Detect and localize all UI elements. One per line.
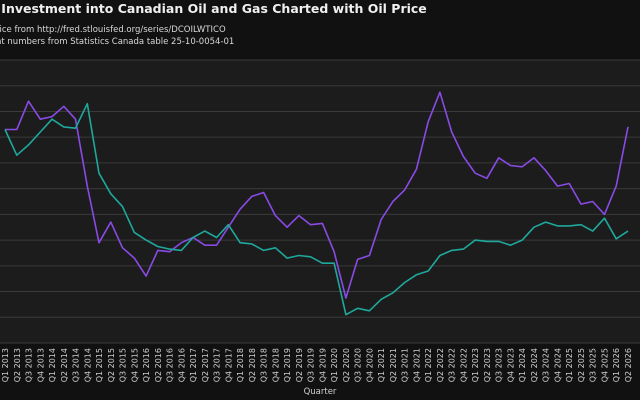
x-axis-label: Quarter [303, 387, 337, 397]
x-tick-label: Q2 2016 [154, 348, 163, 382]
source-note-oil-price: rice from http://fred.stlouisfed.org/ser… [0, 25, 226, 35]
x-tick-label: Q1 2014 [48, 348, 57, 382]
x-tick-label: Q2 2017 [201, 348, 210, 382]
x-tick-label: Q4 2017 [224, 348, 233, 382]
x-tick-label: Q3 2024 [542, 348, 551, 382]
x-tick-label: Q2 2026 [624, 348, 633, 382]
x-tick-label: Q3 2014 [72, 348, 81, 382]
x-tick-label: Q4 2018 [271, 348, 280, 382]
x-tick-label: Q2 2015 [107, 348, 116, 382]
x-tick-label: Q1 2022 [424, 348, 433, 382]
x-tick-label: Q2 2024 [530, 348, 539, 382]
x-tick-label: Q3 2013 [25, 348, 34, 382]
x-tick-label: Q4 2020 [365, 348, 374, 382]
x-tick-label: Q2 2023 [483, 348, 492, 382]
x-tick-label: Q3 2021 [401, 348, 410, 382]
series-line-1 [4, 102, 629, 316]
x-tick-label: Q3 2025 [589, 348, 598, 382]
x-tick-label: Q2 2019 [295, 348, 304, 382]
x-tick-label: Q3 2015 [119, 348, 128, 382]
x-tick-label: Q1 2020 [330, 348, 339, 382]
x-tick-label: Q1 2021 [377, 348, 386, 382]
x-tick-label: Q4 2013 [36, 348, 45, 382]
x-tick-label: Q2 2014 [60, 348, 69, 382]
x-tick-label: Q3 2017 [213, 348, 222, 382]
x-tick-label: Q4 2023 [506, 348, 515, 382]
x-tick-label: Q3 2018 [260, 348, 269, 382]
x-tick-label: Q1 2019 [283, 348, 292, 382]
series-line-0 [5, 91, 629, 299]
x-tick-label: Q1 2016 [142, 348, 151, 382]
x-tick-label: Q1 2015 [95, 348, 104, 382]
x-axis-ticks: Q1 2013 Q2 2013 Q3 2013 Q4 2013 Q1 2014 Q2 20… [1, 348, 633, 382]
x-tick-label: Q2 2022 [436, 348, 445, 382]
x-tick-label: Q1 2026 [612, 348, 621, 382]
x-tick-label: Q4 2019 [318, 348, 327, 382]
x-tick-label: Q4 2015 [130, 348, 139, 382]
x-tick-label: Q2 2025 [577, 348, 586, 382]
x-tick-label: Q3 2023 [495, 348, 504, 382]
x-tick-label: Q4 2016 [177, 348, 186, 382]
series-lines [4, 91, 629, 316]
x-tick-label: Q4 2014 [83, 348, 92, 382]
x-tick-label: Q3 2020 [354, 348, 363, 382]
x-tick-label: Q4 2024 [553, 348, 562, 382]
source-note-investment: nt numbers from Statistics Canada table … [0, 37, 235, 47]
x-tick-label: Q4 2022 [459, 348, 468, 382]
x-tick-label: Q2 2018 [248, 348, 257, 382]
x-tick-label: Q2 2021 [389, 348, 398, 382]
x-tick-label: Q4 2021 [412, 348, 421, 382]
x-tick-label: Q3 2022 [448, 348, 457, 382]
x-tick-label: Q3 2019 [307, 348, 316, 382]
x-tick-label: Q1 2017 [189, 348, 198, 382]
x-tick-label: Q1 2024 [518, 348, 527, 382]
x-tick-label: Q3 2016 [166, 348, 175, 382]
x-tick-label: Q1 2025 [565, 348, 574, 382]
x-tick-label: Q1 2013 [1, 348, 10, 382]
x-tick-label: Q2 2013 [13, 348, 22, 382]
x-tick-label: Q1 2018 [236, 348, 245, 382]
x-tick-label: Q1 2023 [471, 348, 480, 382]
x-tick-label: Q4 2025 [600, 348, 609, 382]
gridlines [0, 59, 640, 344]
plot-area [0, 60, 640, 343]
chart-title: d Investment into Canadian Oil and Gas C… [0, 1, 427, 16]
x-tick-label: Q2 2020 [342, 348, 351, 382]
